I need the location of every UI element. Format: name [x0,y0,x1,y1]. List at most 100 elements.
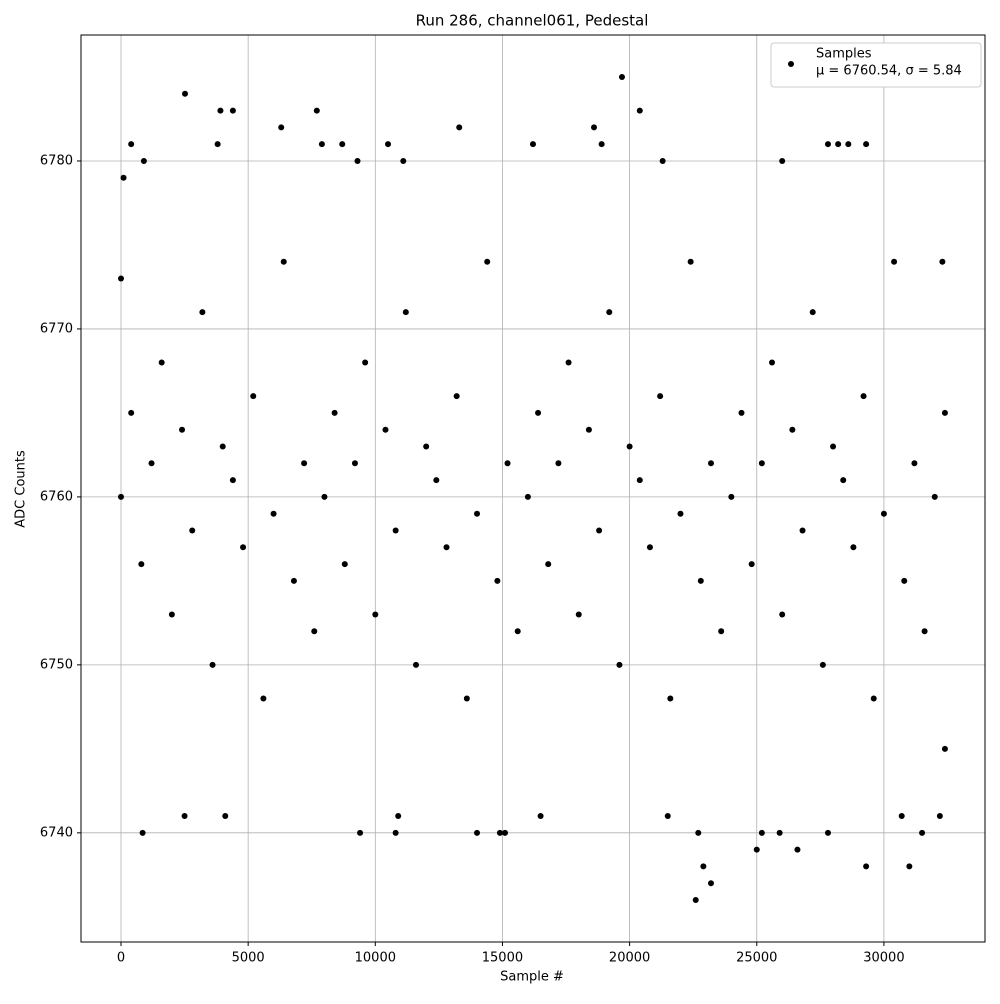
point [139,829,146,836]
point [222,813,229,820]
point [362,359,369,366]
point [931,493,938,500]
point [591,124,598,131]
point [941,409,948,416]
point [474,829,481,836]
point [598,141,605,148]
point [529,141,536,148]
point [659,157,666,164]
point [697,577,704,584]
point [565,359,572,366]
point [118,493,125,500]
point [400,157,407,164]
point [385,141,392,148]
point [891,258,898,265]
x-tick-label: 10000 [355,951,396,966]
point [657,393,664,400]
point [453,393,460,400]
point [217,107,224,114]
point [728,493,735,500]
point [339,141,346,148]
point [753,846,760,853]
point [748,561,755,568]
point [819,661,826,668]
point [219,443,226,450]
legend: Samples μ = 6760.54, σ = 5.84 [770,42,982,88]
point [695,829,702,836]
plot-frame [80,34,986,943]
point [214,141,221,148]
point [199,309,206,316]
point [835,141,842,148]
point [502,829,509,836]
point [901,577,908,584]
point [321,493,328,500]
point [229,107,236,114]
point [596,527,603,534]
point [182,90,189,97]
point [555,460,562,467]
point [331,409,338,416]
point [260,695,267,702]
point [537,813,544,820]
point [278,124,285,131]
point [209,661,216,668]
point [941,745,948,752]
legend-label: Samples [816,47,872,62]
point [240,544,247,551]
point [718,628,725,635]
y-axis-label: ADC Counts [14,450,29,528]
point [779,157,786,164]
point [318,141,325,148]
point [270,510,277,517]
point [402,309,409,316]
point [799,527,806,534]
point [181,813,188,820]
x-tick-label: 25000 [736,951,777,966]
y-tick-label: 6780 [40,153,73,168]
point [120,174,127,181]
x-tick-label: 20000 [609,951,650,966]
point [433,477,440,484]
point [921,628,928,635]
point [860,393,867,400]
point [911,460,918,467]
point [794,846,801,853]
point [395,813,402,820]
point [824,141,831,148]
point [738,409,745,416]
x-tick-label: 15000 [482,951,523,966]
legend-note: μ = 6760.54, σ = 5.84 [816,64,962,79]
point [412,661,419,668]
point [158,359,165,366]
point [626,443,633,450]
y-tick-label: 6760 [40,489,73,504]
point [575,611,582,618]
point [494,577,501,584]
point [845,141,852,148]
point [443,544,450,551]
point [128,141,135,148]
point [148,460,155,467]
point [636,477,643,484]
point [313,107,320,114]
point [357,829,364,836]
point [906,863,913,870]
point [646,544,653,551]
point [840,477,847,484]
point [585,426,592,433]
point [863,141,870,148]
point [636,107,643,114]
point [769,359,776,366]
chart-title: Run 286, channel061, Pedestal [416,12,649,30]
point [664,813,671,820]
point [138,561,145,568]
point [779,611,786,618]
point [535,409,542,416]
point [456,124,463,131]
point [140,157,147,164]
point [351,460,358,467]
x-axis-label: Sample # [500,970,564,985]
x-tick-label: 0 [117,951,125,966]
